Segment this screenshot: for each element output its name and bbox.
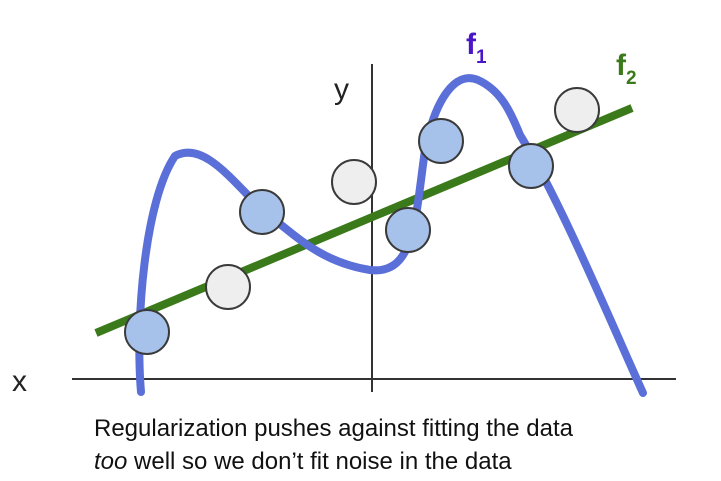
f2-label-sub: 2 <box>626 68 637 89</box>
f2-label: f2 <box>616 49 637 89</box>
f1-label-main: f <box>466 28 477 61</box>
caption-emphasis: too <box>94 448 127 475</box>
data-point-off-fit <box>331 159 377 205</box>
f2-label-main: f <box>616 49 627 82</box>
data-point-on-fit <box>385 207 431 253</box>
f1-label: f1 <box>466 28 487 68</box>
f2-line <box>94 104 634 337</box>
caption-line-2-rest: well so we don’t fit noise in the data <box>127 448 512 475</box>
caption-line-1: Regularization pushes against fitting th… <box>94 415 574 442</box>
data-point-on-fit <box>239 189 285 235</box>
data-point-on-fit <box>124 309 170 355</box>
x-axis-label: x <box>12 365 27 398</box>
data-point-off-fit <box>554 87 600 133</box>
data-point-on-fit <box>508 143 554 189</box>
f1-label-sub: 1 <box>476 47 487 68</box>
caption-line-2: too well so we don’t fit noise in the da… <box>94 448 512 475</box>
data-point-on-fit <box>418 118 464 164</box>
y-axis-label: y <box>334 73 349 106</box>
data-point-off-fit <box>205 264 251 310</box>
